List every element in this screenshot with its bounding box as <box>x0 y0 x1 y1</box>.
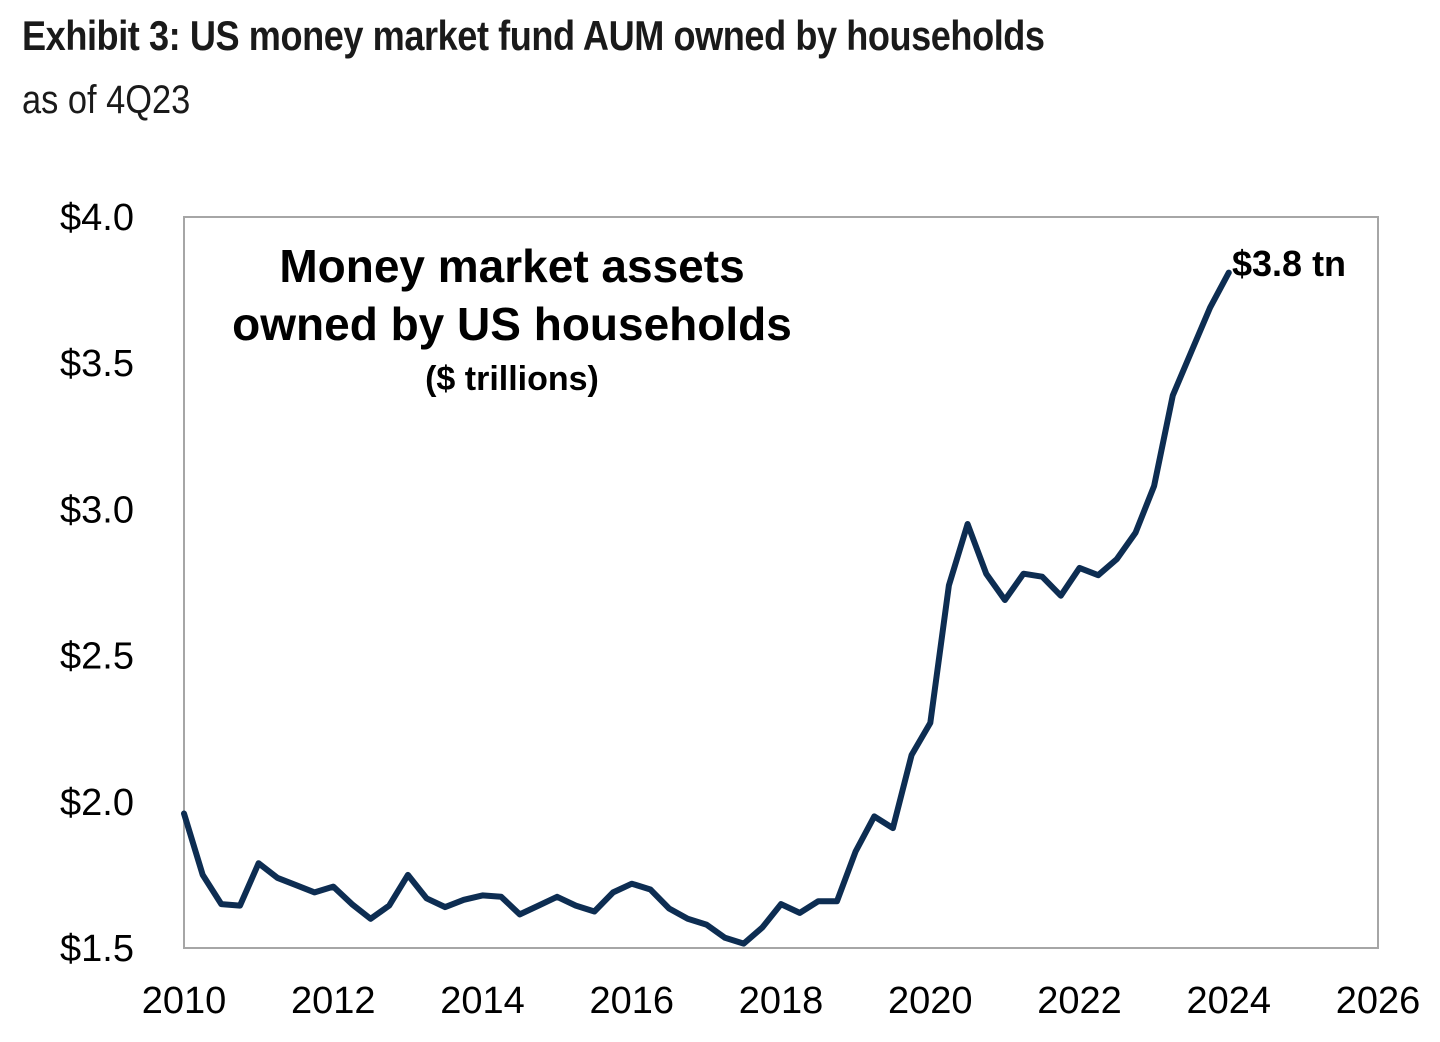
x-tick-label: 2020 <box>888 980 973 1022</box>
exhibit-subtitle: as of 4Q23 <box>22 78 191 122</box>
x-axis-tick-labels: 2010 2012 2014 2016 2018 2020 2022 2024 2026 <box>142 980 1421 1022</box>
x-tick-label: 2024 <box>1186 980 1271 1022</box>
x-tick-label: 2018 <box>739 980 824 1022</box>
series-line <box>181 269 1232 947</box>
y-axis-tick-labels: $1.5 $2.0 $2.5 $3.0 $3.5 $4.0 <box>60 197 134 970</box>
y-tick-label: $1.5 <box>60 928 134 970</box>
exhibit-title: Exhibit 3: US money market fund AUM owne… <box>22 12 1045 59</box>
series-layer <box>181 269 1232 947</box>
end-value-label: $3.8 tn <box>1232 243 1346 284</box>
x-tick-label: 2012 <box>291 980 376 1022</box>
x-tick-label: 2016 <box>589 980 674 1022</box>
y-tick-label: $2.0 <box>60 782 134 824</box>
y-tick-label: $2.5 <box>60 636 134 678</box>
y-tick-label: $4.0 <box>60 197 134 239</box>
chart-title-line-1: Money market assets <box>279 240 744 292</box>
x-tick-label: 2026 <box>1336 980 1421 1022</box>
y-tick-label: $3.5 <box>60 343 134 385</box>
x-tick-label: 2010 <box>142 980 227 1022</box>
plot-area-frame <box>183 216 1379 949</box>
y-tick-label: $3.0 <box>60 489 134 531</box>
x-tick-label: 2022 <box>1037 980 1122 1022</box>
chart-title-line-2: owned by US households <box>232 298 792 350</box>
chart-unit-label: ($ trillions) <box>425 360 599 398</box>
x-tick-label: 2014 <box>440 980 525 1022</box>
